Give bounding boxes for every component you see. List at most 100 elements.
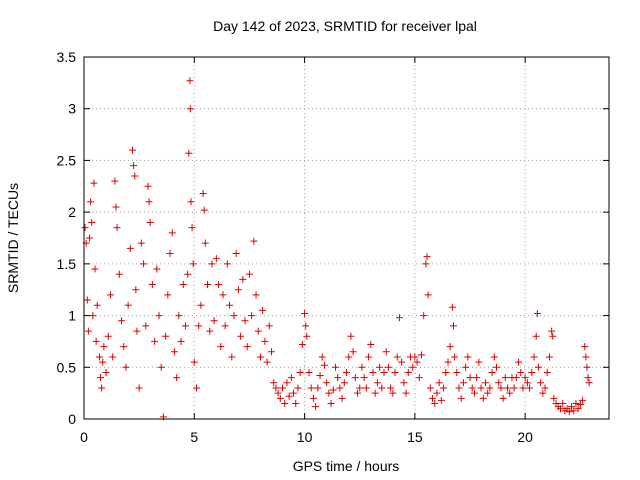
- data-point-marker: [168, 229, 176, 237]
- data-point-marker: [437, 396, 445, 404]
- data-point-marker: [404, 368, 412, 376]
- data-point-marker: [153, 265, 161, 273]
- data-point-marker: [329, 386, 337, 394]
- data-point-marker: [453, 368, 461, 376]
- data-point-marker: [506, 389, 514, 397]
- data-point-marker: [148, 281, 156, 289]
- data-point-marker: [245, 270, 253, 278]
- data-point-marker: [515, 358, 523, 366]
- data-point-marker: [186, 77, 194, 85]
- data-point-marker: [234, 286, 242, 294]
- data-point-marker: [287, 374, 295, 382]
- data-point-marker: [343, 368, 350, 376]
- data-point-marker: [484, 389, 492, 397]
- x-tick-label: 15: [407, 429, 423, 445]
- data-point-marker: [395, 314, 403, 322]
- data-point-marker: [285, 392, 293, 400]
- data-point-marker: [468, 384, 476, 392]
- data-point-marker: [389, 389, 397, 397]
- data-point-marker: [464, 353, 472, 361]
- data-point-marker: [145, 198, 153, 206]
- y-axis-label: SRMTID / TECUs: [5, 183, 21, 293]
- data-point-marker: [81, 224, 89, 232]
- y-tick-label: 2: [68, 204, 76, 220]
- data-point-marker: [307, 384, 315, 392]
- data-point-marker: [298, 341, 306, 349]
- grid-lines: [84, 57, 609, 419]
- data-point-marker: [413, 358, 421, 366]
- data-point-marker: [373, 379, 381, 387]
- data-point-marker: [185, 149, 193, 157]
- data-point-marker: [206, 327, 214, 335]
- data-point-marker: [120, 343, 128, 351]
- data-point-marker: [499, 394, 507, 402]
- data-point-marker: [146, 218, 154, 226]
- data-point-marker: [565, 408, 573, 416]
- data-point-marker: [89, 312, 97, 320]
- data-point-marker: [400, 379, 408, 387]
- data-point-marker: [181, 322, 189, 330]
- data-point-marker: [131, 172, 139, 180]
- x-tick-label: 10: [297, 429, 313, 445]
- data-point-marker: [309, 394, 317, 402]
- data-point-marker: [528, 368, 536, 376]
- data-point-marker: [230, 312, 238, 320]
- data-point-marker: [93, 301, 101, 309]
- data-point-marker: [369, 368, 377, 376]
- data-point-marker: [570, 407, 578, 415]
- data-point-marker: [301, 310, 309, 318]
- data-point-marker: [179, 281, 187, 289]
- data-point-marker: [186, 105, 194, 113]
- data-point-marker: [281, 399, 289, 407]
- data-point-marker: [534, 363, 542, 371]
- data-point-marker: [118, 317, 125, 325]
- data-point-marker: [382, 348, 390, 356]
- data-point-marker: [473, 374, 481, 382]
- data-point-marker: [530, 353, 538, 361]
- x-tick-label: 0: [80, 429, 88, 445]
- data-point-marker: [155, 312, 163, 320]
- x-axis-label: GPS time / hours: [293, 458, 400, 474]
- data-point-marker: [576, 401, 584, 409]
- data-point-marker: [349, 348, 357, 356]
- chart-title: Day 142 of 2023, SRMTID for receiver lpa…: [213, 18, 477, 34]
- data-point-marker: [210, 317, 218, 325]
- y-tick-label: 0: [68, 411, 76, 427]
- data-point-marker: [177, 337, 185, 345]
- data-point-marker: [338, 394, 346, 402]
- data-point-marker: [345, 353, 353, 361]
- data-point-marker: [232, 250, 240, 258]
- data-point-marker: [217, 343, 225, 351]
- data-point-marker: [545, 353, 553, 361]
- data-point-marker: [276, 394, 284, 402]
- axis-ticks: [83, 56, 609, 420]
- data-point-marker: [340, 379, 348, 387]
- data-point-marker: [95, 353, 103, 361]
- data-point-marker: [479, 394, 487, 402]
- data-point-marker: [188, 224, 196, 232]
- data-point-marker: [510, 384, 518, 392]
- data-point-marker: [261, 337, 269, 345]
- data-point-marker: [354, 389, 362, 397]
- data-point-marker: [459, 379, 467, 387]
- data-point-marker: [559, 399, 567, 407]
- data-point-marker: [549, 332, 557, 340]
- data-point-marker: [142, 322, 150, 330]
- data-point-marker: [583, 363, 591, 371]
- data-point-marker: [466, 374, 474, 382]
- y-tick-label: 1: [68, 308, 76, 324]
- data-point-marker: [488, 368, 496, 376]
- data-point-marker: [157, 363, 165, 371]
- data-point-marker: [212, 255, 220, 263]
- data-point-marker: [371, 389, 379, 397]
- data-point-marker: [102, 368, 110, 376]
- data-point-marker: [84, 327, 92, 335]
- data-point-marker: [409, 363, 417, 371]
- data-point-marker: [109, 353, 117, 361]
- data-point-marker: [199, 190, 207, 198]
- data-point-marker: [200, 206, 208, 214]
- data-point-marker: [219, 291, 227, 299]
- data-point-marker: [170, 348, 178, 356]
- data-point-marker: [490, 353, 498, 361]
- data-point-marker: [215, 281, 223, 289]
